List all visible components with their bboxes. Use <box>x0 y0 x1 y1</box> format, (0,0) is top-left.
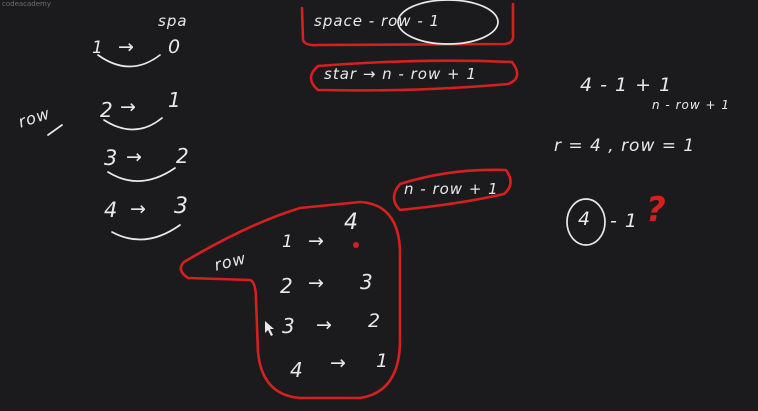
bottom-row-number: 3 <box>282 314 296 338</box>
left-row-number: 1 <box>92 38 104 58</box>
spaces-label: spa <box>158 12 188 30</box>
left-row-number: 4 <box>104 198 119 222</box>
right-calc-line-3: - 1 <box>610 210 638 232</box>
left-curve-arrow-3 <box>107 167 176 182</box>
left-curve-arrow-4 <box>111 224 181 241</box>
bottom-star-count: 1 <box>376 350 390 372</box>
left-space-count: 0 <box>168 36 182 58</box>
left-arrow: → <box>126 146 143 168</box>
middle-formula-oval <box>392 168 512 212</box>
left-curve-arrow-1 <box>97 54 161 68</box>
bottom-arrow: → <box>330 352 347 374</box>
bottom-star-count: 4 <box>344 210 359 235</box>
bottom-row-number: 2 <box>280 274 294 298</box>
star-formula-oval <box>309 59 519 92</box>
bottom-star-count: 3 <box>360 270 374 294</box>
row-minus-1-circle <box>397 0 499 45</box>
laser-pointer-dot <box>353 242 359 248</box>
bottom-row-number: 4 <box>290 358 304 382</box>
left-curve-arrow-2 <box>103 117 163 131</box>
bottom-arrow: → <box>316 314 333 336</box>
left-arrow: → <box>118 36 135 58</box>
bottom-arrow: → <box>308 230 325 252</box>
circled-four-outline <box>566 198 606 246</box>
left-space-count: 3 <box>174 194 189 219</box>
left-row-number: 2 <box>100 98 114 122</box>
left-row-number: 3 <box>104 146 119 170</box>
bottom-row-number: 1 <box>282 232 294 252</box>
circled-four: 4 <box>578 208 592 230</box>
left-space-count: 1 <box>168 88 182 112</box>
middle-star-formula: n - row + 1 <box>404 180 499 198</box>
left-arrow: → <box>130 198 147 220</box>
space-formula: space - row - 1 <box>314 12 441 30</box>
right-calc-line-2: r = 4 , row = 1 <box>554 136 696 156</box>
bottom-star-count: 2 <box>368 310 382 332</box>
right-calc-line-1b: n - row + 1 <box>652 98 730 112</box>
cursor-arrow <box>265 321 274 336</box>
bottom-highlight-shape <box>179 200 402 400</box>
right-calc-line-1: 4 - 1 + 1 <box>580 74 673 96</box>
star-formula: star → n - row + 1 <box>324 65 477 83</box>
question-mark: ? <box>646 190 667 230</box>
top-highlight-box <box>300 2 515 47</box>
left-space-count: 2 <box>176 144 190 168</box>
bottom-arrow: → <box>308 272 325 294</box>
watermark: codeacademy <box>2 0 52 8</box>
row-pointer-stroke <box>47 124 63 136</box>
left-arrow: → <box>120 96 137 118</box>
